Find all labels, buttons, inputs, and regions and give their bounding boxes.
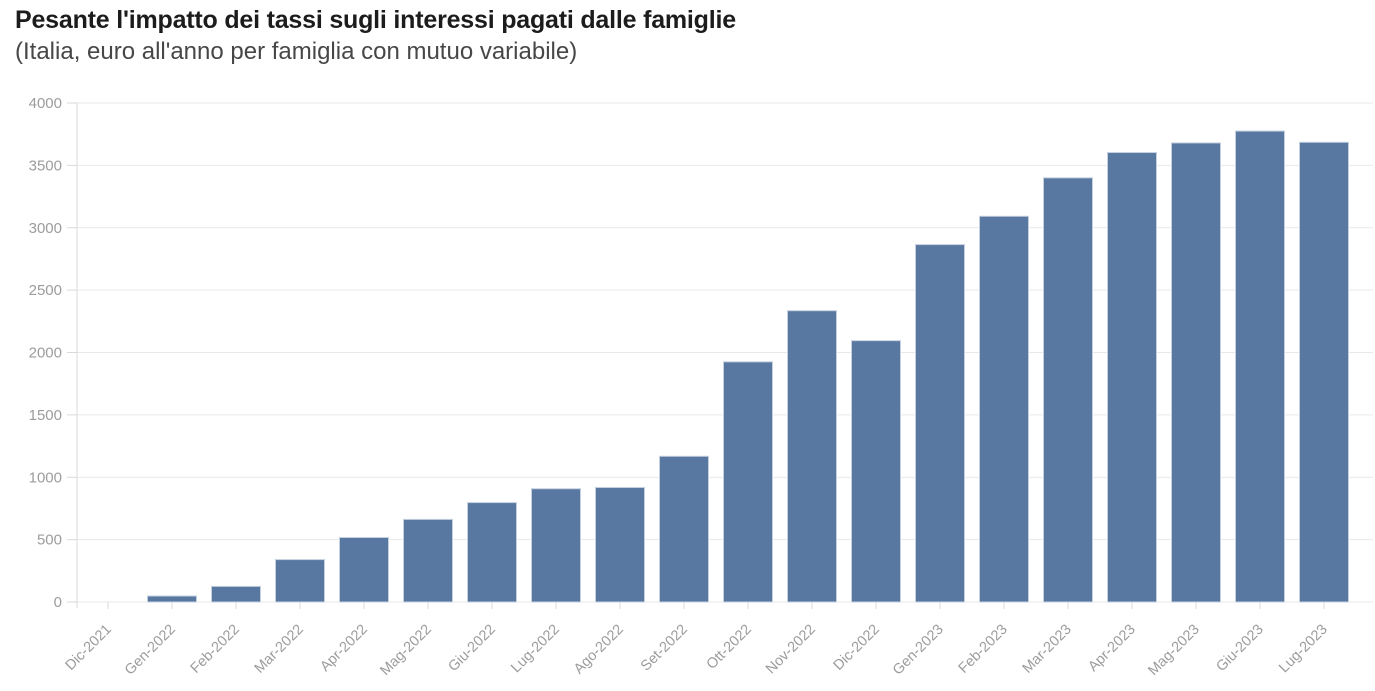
bar: [1043, 177, 1093, 603]
bar: [403, 518, 453, 603]
x-axis-label: Feb-2023: [956, 622, 1011, 677]
bar: [211, 585, 261, 603]
bar: [787, 310, 837, 603]
x-axis-label: Ago-2022: [571, 622, 627, 678]
x-axis-label: Lug-2022: [508, 622, 563, 677]
y-axis-label: 2500: [29, 282, 62, 299]
x-axis-label: Ott-2022: [704, 622, 755, 673]
y-axis-label: 1500: [29, 407, 62, 424]
bar: [275, 559, 325, 603]
bar: [595, 486, 645, 603]
x-axis-label: Mag-2022: [377, 622, 434, 679]
bar: [467, 502, 517, 603]
x-axis-label: Gen-2023: [890, 622, 947, 679]
bar: [659, 455, 709, 603]
x-axis-label: Apr-2022: [317, 622, 370, 675]
chart-subtitle: (Italia, euro all'anno per famiglia con …: [15, 38, 578, 66]
y-axis-label: 500: [37, 532, 62, 549]
x-axis-label: Mar-2023: [1020, 622, 1075, 677]
bar: [1107, 152, 1157, 603]
x-axis-label: Apr-2023: [1085, 622, 1138, 675]
bar: [1299, 141, 1349, 603]
y-axis-label: 0: [54, 594, 62, 611]
y-axis-label: 2000: [29, 345, 62, 362]
x-axis-label: Giu-2022: [445, 622, 498, 675]
y-axis-label: 1000: [29, 469, 62, 486]
x-axis-label: Mar-2022: [252, 622, 307, 677]
x-axis-label: Nov-2022: [763, 622, 819, 678]
bar-chart: 0 500 1000 1500 2000 2500 3000 3500 4000 Dic-2021…: [29, 95, 1373, 679]
x-axis-label: Lug-2023: [1276, 622, 1331, 677]
y-axis-label: 3000: [29, 220, 62, 237]
bar: [915, 244, 965, 603]
x-axis-label: Dic-2022: [830, 622, 882, 674]
y-axis-label: 4000: [29, 95, 62, 112]
x-axis-label: Dic-2021: [62, 622, 114, 674]
bar: [147, 595, 197, 603]
bar: [339, 537, 389, 603]
chart-title: Pesante l'impatto dei tassi sugli intere…: [15, 6, 736, 34]
x-axis-label: Gen-2022: [122, 622, 179, 679]
x-axis-label: Feb-2022: [188, 622, 243, 677]
bar: [531, 488, 581, 603]
x-axis-label: Giu-2023: [1213, 622, 1266, 675]
bar: [979, 215, 1029, 603]
x-axis-label: Mag-2023: [1145, 622, 1202, 679]
x-axis-label: Set-2022: [638, 622, 691, 675]
y-axis-label: 3500: [29, 157, 62, 174]
bar: [851, 340, 901, 603]
bar: [723, 361, 773, 603]
chart-header: Pesante l'impatto dei tassi sugli intere…: [15, 5, 1365, 67]
bar: [1171, 142, 1221, 603]
bar: [1235, 130, 1285, 603]
